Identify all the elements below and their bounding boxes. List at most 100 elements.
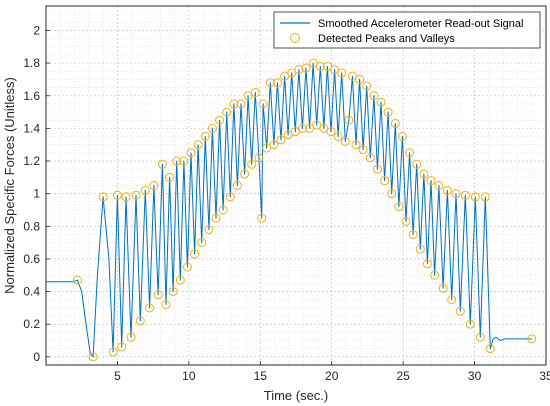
peak-valley-marker — [72, 275, 82, 285]
peak-valley-marker — [480, 192, 490, 202]
peak-valley-marker — [112, 190, 122, 200]
peak-valley-marker — [126, 332, 136, 342]
y-tick-label: 0.2 — [23, 317, 40, 331]
legend-marker-sample — [290, 33, 300, 43]
peak-valley-marker — [88, 352, 98, 362]
peak-valley-marker — [438, 283, 448, 293]
peak-valley-marker — [193, 140, 203, 150]
peak-valley-marker — [412, 159, 422, 169]
x-tick-label: 30 — [468, 369, 482, 383]
peak-valley-marker — [380, 176, 390, 186]
peak-valley-marker — [258, 99, 268, 109]
x-tick-label: 35 — [539, 369, 550, 383]
peak-valley-marker — [451, 189, 461, 199]
peak-valley-marker — [475, 332, 485, 342]
peaks-valleys-series — [72, 58, 537, 362]
peak-valley-marker — [301, 63, 311, 73]
peak-valley-marker — [470, 192, 480, 202]
peak-valley-marker — [182, 262, 192, 272]
signal-line — [46, 62, 532, 358]
peak-valley-marker — [265, 78, 275, 88]
peak-valley-marker — [283, 130, 293, 140]
peak-valley-marker — [344, 115, 354, 125]
y-tick-label: 0.6 — [23, 252, 40, 266]
peak-valley-marker — [351, 140, 361, 150]
peak-valley-marker — [131, 190, 141, 200]
peak-valley-marker — [207, 123, 217, 133]
peak-valley-marker — [190, 249, 200, 259]
peak-valley-marker — [269, 140, 279, 150]
peak-valley-marker — [390, 118, 400, 128]
y-tick-label: 2 — [33, 23, 40, 37]
peak-valley-marker — [376, 97, 386, 107]
peak-valley-marker — [229, 99, 239, 109]
y-axis-ticks: 0 0.2 0.4 0.6 0.8 1 1.2 1.4 1.6 1.8 2 — [23, 23, 50, 364]
signal-series — [46, 62, 532, 358]
y-tick-label: 1.4 — [23, 121, 40, 135]
peak-valley-marker — [280, 71, 290, 81]
peak-valley-marker — [347, 71, 357, 81]
peak-valley-marker — [149, 181, 159, 190]
y-tick-label: 1.6 — [23, 89, 40, 103]
y-tick-label: 0.4 — [23, 285, 40, 299]
peak-valley-marker — [225, 192, 235, 202]
peak-valley-marker — [434, 181, 444, 190]
peak-valley-marker — [297, 123, 307, 133]
peak-valley-marker — [340, 136, 350, 146]
peak-valley-marker — [250, 87, 260, 97]
peak-valley-marker — [168, 287, 178, 297]
legend-box — [273, 11, 541, 49]
peak-valley-marker — [218, 205, 228, 215]
peak-valley-marker — [322, 61, 332, 71]
peak-valley-marker — [527, 334, 537, 344]
peak-valley-marker — [333, 132, 343, 142]
peak-valley-marker — [308, 58, 318, 68]
peak-valley-marker — [257, 213, 267, 223]
peak-valley-marker — [405, 148, 415, 158]
peak-valley-marker — [387, 189, 397, 199]
peak-valley-marker — [243, 91, 253, 101]
peak-valley-marker — [422, 259, 432, 269]
plot-frame — [45, 5, 547, 366]
x-tick-label: 20 — [325, 369, 339, 383]
peak-valley-marker — [254, 153, 264, 163]
peak-valley-marker — [186, 148, 196, 158]
peak-valley-marker — [98, 192, 108, 202]
peak-valley-marker — [204, 225, 214, 235]
peak-valley-marker — [140, 185, 150, 195]
peak-valley-marker — [240, 169, 250, 179]
x-tick-label: 15 — [254, 369, 268, 383]
peak-valley-marker — [337, 68, 347, 78]
y-tick-label: 1.8 — [23, 56, 40, 70]
y-tick-label: 0.8 — [23, 219, 40, 233]
peak-valley-marker — [117, 342, 127, 352]
x-tick-label: 5 — [114, 369, 121, 383]
peak-valley-marker — [408, 229, 418, 239]
peak-valley-marker — [211, 213, 221, 223]
peak-valley-marker — [222, 107, 232, 117]
peak-valley-marker — [369, 91, 379, 101]
peak-valley-marker — [355, 74, 365, 84]
peak-valley-marker — [330, 65, 340, 75]
peak-valley-marker — [108, 347, 118, 357]
peak-valley-marker — [121, 192, 131, 202]
peak-valley-marker — [455, 306, 465, 316]
peak-valley-marker — [153, 290, 163, 300]
peak-valley-marker — [172, 156, 182, 166]
legend: Smoothed Accelerometer Read-out Signal D… — [273, 11, 541, 49]
peak-valley-marker — [326, 127, 336, 137]
peak-valley-marker — [447, 295, 457, 305]
peak-valley-marker — [161, 300, 171, 310]
peak-valley-marker — [290, 127, 300, 137]
y-tick-label: 1.2 — [23, 154, 40, 168]
peak-valley-marker — [232, 181, 242, 190]
peak-valley-marker — [262, 143, 272, 153]
peak-valley-marker — [287, 68, 297, 78]
peak-valley-marker — [415, 244, 425, 254]
peak-valley-marker — [135, 316, 145, 326]
peak-valley-marker — [200, 132, 210, 142]
peak-valley-marker — [197, 238, 207, 248]
peak-valley-marker — [365, 153, 375, 163]
peak-valley-marker — [430, 270, 440, 280]
